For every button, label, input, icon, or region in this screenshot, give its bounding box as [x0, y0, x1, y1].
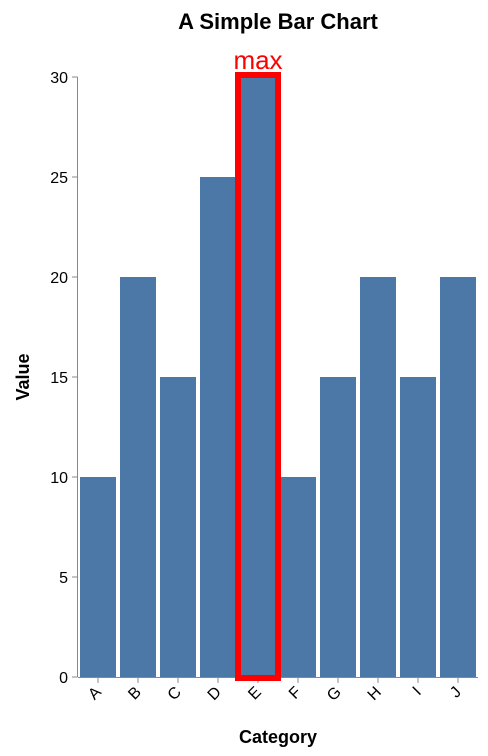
- bar-i: [400, 377, 436, 677]
- bar-h: [360, 277, 396, 677]
- bar-b: [120, 277, 156, 677]
- x-axis-title: Category: [239, 727, 317, 747]
- y-tick-label-5: 5: [59, 570, 68, 587]
- bar-c: [160, 377, 196, 677]
- y-tick-label-0: 0: [59, 670, 68, 687]
- x-tick-label-g: G: [324, 684, 345, 705]
- bar-g: [320, 377, 356, 677]
- x-tick-label-b: B: [125, 684, 145, 704]
- x-tick-label-f: F: [286, 684, 305, 703]
- y-tick-label-20: 20: [50, 270, 68, 287]
- y-tick-label-15: 15: [50, 370, 68, 387]
- bar-j: [440, 277, 476, 677]
- y-tick-label-25: 25: [50, 170, 68, 187]
- x-tick-label-e: E: [245, 684, 265, 704]
- x-tick-label-d: D: [205, 684, 225, 704]
- bar-d: [200, 177, 236, 677]
- y-tick-label-10: 10: [50, 470, 68, 487]
- bar-a: [80, 477, 116, 677]
- max-annotation-label: max: [233, 45, 282, 75]
- x-tick-label-c: C: [165, 684, 185, 704]
- chart-title: A Simple Bar Chart: [178, 9, 378, 34]
- y-tick-label-30: 30: [50, 70, 68, 87]
- bar-e: [240, 77, 276, 677]
- y-axis-title: Value: [13, 353, 33, 400]
- x-tick-label-h: H: [365, 684, 385, 704]
- x-tick-label-a: A: [85, 684, 105, 704]
- max-highlight-box: [235, 72, 281, 681]
- x-tick-label-j: J: [447, 684, 465, 702]
- x-tick-label-i: I: [410, 684, 425, 699]
- bar-f: [280, 477, 316, 677]
